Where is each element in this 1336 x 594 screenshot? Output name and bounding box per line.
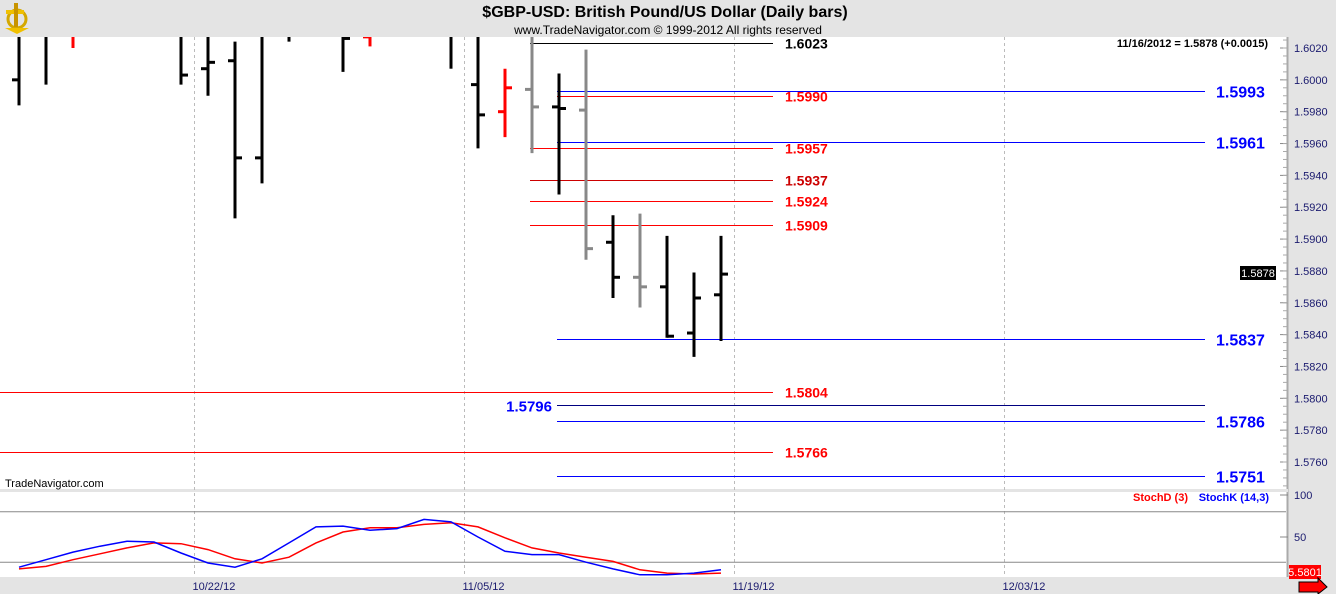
stoch-tick-label: 100 [1294,490,1312,502]
ohlc-bar [552,73,566,195]
level-label: 1.5961 [1216,136,1265,153]
price-tick-label: 1.5920 [1294,202,1328,214]
price-tick-label: 1.6000 [1294,75,1328,87]
ohlc-bar [498,68,512,138]
svg-text:5.5801: 5.5801 [1288,567,1322,579]
level-label: 1.6023 [785,36,828,52]
ohlc-bar [201,37,215,96]
stoch-series-line [18,521,722,575]
ohlc-bar [287,37,291,42]
ohlc-bar [714,235,728,341]
price-tick-label: 1.5780 [1294,425,1328,437]
price-tick-label: 1.5760 [1294,457,1328,469]
price-tick-label: 1.5900 [1294,234,1328,246]
price-tick-label: 1.5860 [1294,298,1328,310]
price-axis-panel [1288,37,1336,594]
price-tick-label: 1.5820 [1294,361,1328,373]
ohlc-bar [687,272,701,357]
scroll-right-arrow-icon[interactable] [1298,576,1328,594]
legend-stochk: StochK (14,3) [1199,492,1270,504]
last-price-label: 1.5878 [1240,266,1276,280]
level-label: 1.5993 [1216,85,1265,102]
price-tick-label: 1.6020 [1294,43,1328,55]
ohlc-bar [255,37,264,184]
svg-text:1.5878: 1.5878 [1241,268,1275,280]
price-tick-label: 1.5800 [1294,393,1328,405]
stoch-tick-label: 50 [1294,532,1306,544]
ohlc-bar [44,37,48,85]
ohlc-bar [660,235,674,338]
date-axis-panel [0,577,1336,594]
ohlc-bar [363,37,372,47]
copyright-subtitle: www.TradeNavigator.com © 1999-2012 All r… [513,23,822,37]
price-tick-label: 1.5940 [1294,170,1328,182]
sextant-logo-icon [5,3,29,34]
stoch-last-value-label: 5.5801 [1288,565,1322,579]
stoch-series-line [18,518,722,576]
ohlc-bar [525,37,539,154]
price-tick-label: 1.5980 [1294,107,1328,119]
ohlc-bar [12,37,21,106]
price-tick-label: 1.5960 [1294,139,1328,151]
ohlc-bar [228,41,242,219]
legend-stochd: StochD (3) [1133,492,1188,504]
header-panel [0,0,1336,37]
level-label: 1.5751 [1216,470,1265,487]
date-tick-label: 11/05/12 [463,581,505,593]
level-label: 1.5766 [785,445,828,461]
level-label: 1.5924 [785,194,828,210]
ohlc-bar [606,215,620,298]
ohlc-bar [341,37,350,72]
chart-title: $GBP-USD: British Pound/US Dollar (Daily… [482,4,847,21]
level-label: 1.5786 [1216,415,1265,432]
price-readout: 11/16/2012 = 1.5878 (+0.0015) [1117,38,1268,50]
date-tick-label: 10/22/12 [193,581,236,593]
ohlc-bar [71,37,75,48]
ohlc-bar [633,213,647,308]
level-label: 1.5804 [785,385,828,401]
ohlc-bar [471,37,485,149]
ohlc-bar [179,37,188,85]
ohlc-bar [449,37,453,69]
pane-separator [0,489,1288,492]
level-label: 1.5837 [1216,333,1265,350]
price-tick-label: 1.5840 [1294,330,1328,342]
level-label: 1.5990 [785,89,828,105]
level-label: 1.5796 [506,399,552,416]
level-label: 1.5909 [785,218,828,234]
ohlc-bar [579,49,593,260]
level-label: 1.5937 [785,173,828,189]
date-tick-label: 12/03/12 [1003,581,1046,593]
watermark: TradeNavigator.com [5,478,104,490]
date-tick-label: 11/19/12 [733,581,775,593]
level-label: 1.5957 [785,141,828,157]
price-tick-label: 1.5880 [1294,266,1328,278]
